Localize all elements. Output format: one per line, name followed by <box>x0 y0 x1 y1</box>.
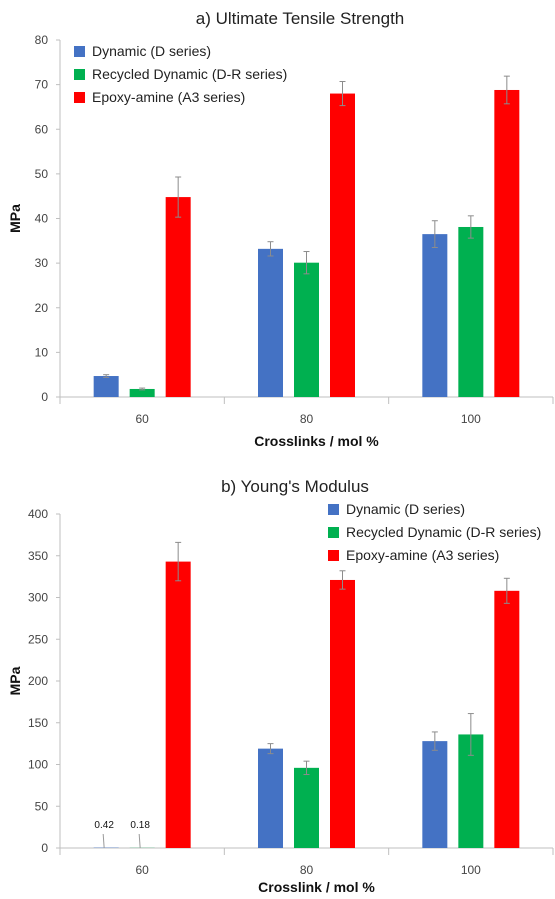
bar <box>93 376 119 397</box>
y-tick-label: 0 <box>41 841 48 855</box>
bar <box>165 561 191 848</box>
bar <box>258 248 283 397</box>
bar <box>330 93 355 398</box>
chart-title: a) Ultimate Tensile Strength <box>196 9 405 28</box>
legend-entry: Recycled Dynamic (D-R series) <box>92 66 287 82</box>
y-axis-label: MPa <box>7 204 23 233</box>
y-tick-label: 70 <box>35 78 49 92</box>
y-tick-label: 80 <box>35 33 49 47</box>
x-tick-label: 100 <box>461 863 481 877</box>
bar <box>330 579 355 848</box>
legend-swatch <box>74 92 85 103</box>
legend-entry: Epoxy-amine (A3 series) <box>92 89 245 105</box>
x-tick-label: 80 <box>300 863 314 877</box>
annotation-leader <box>102 833 105 849</box>
y-tick-label: 250 <box>28 632 48 646</box>
y-tick-label: 40 <box>35 212 49 226</box>
x-tick-label: 80 <box>300 412 314 426</box>
bar <box>458 226 484 397</box>
bar <box>129 388 155 397</box>
chart-title: b) Young's Modulus <box>221 477 369 496</box>
chart-2: b) Young's Modulus 0 50 100 150 200 250 300 350 4… <box>7 477 554 895</box>
bar <box>494 590 520 848</box>
y-tick-label: 100 <box>28 758 48 772</box>
y-tick-label: 350 <box>28 549 48 563</box>
bar <box>258 748 283 848</box>
legend-entry: Dynamic (D series) <box>92 43 211 59</box>
y-tick-label: 400 <box>28 507 48 521</box>
annotation-leader <box>138 833 141 849</box>
legend-swatch <box>328 527 339 538</box>
bar <box>422 234 448 397</box>
legend-swatch <box>74 46 85 57</box>
bar <box>165 197 191 397</box>
legend-entry: Epoxy-amine (A3 series) <box>346 547 499 563</box>
y-tick-label: 50 <box>35 167 49 181</box>
data-label: 0.42 <box>94 820 114 831</box>
bar <box>422 741 448 848</box>
y-axis-label: MPa <box>7 666 23 695</box>
y-tick-label: 10 <box>35 345 49 359</box>
y-tick-label: 150 <box>28 716 48 730</box>
y-tick-label: 30 <box>35 256 49 270</box>
legend-entry: Recycled Dynamic (D-R series) <box>346 524 541 540</box>
legend-swatch <box>328 504 339 515</box>
y-tick-label: 300 <box>28 591 48 605</box>
y-tick-label: 50 <box>35 799 49 813</box>
data-label: 0.18 <box>130 820 150 831</box>
bar <box>294 767 319 848</box>
x-tick-label: 100 <box>461 412 481 426</box>
x-tick-label: 60 <box>135 412 149 426</box>
legend: Dynamic (D series) Recycled Dynamic (D-R … <box>74 43 287 105</box>
chart-1: a) Ultimate Tensile Strength 0 10 20 30 40 50 6… <box>7 9 554 449</box>
y-tick-label: 0 <box>41 390 48 404</box>
y-tick-label: 20 <box>35 301 49 315</box>
y-tick-label: 200 <box>28 674 48 688</box>
legend-swatch <box>74 69 85 80</box>
x-tick-label: 60 <box>135 863 149 877</box>
bar <box>494 89 520 397</box>
x-axis-label: Crosslink / mol % <box>258 879 375 895</box>
y-tick-label: 60 <box>35 122 49 136</box>
legend-entry: Dynamic (D series) <box>346 501 465 517</box>
x-axis-label: Crosslinks / mol % <box>254 433 379 449</box>
bar <box>294 262 319 397</box>
legend: Dynamic (D series) Recycled Dynamic (D-R … <box>328 501 541 563</box>
legend-swatch <box>328 550 339 561</box>
